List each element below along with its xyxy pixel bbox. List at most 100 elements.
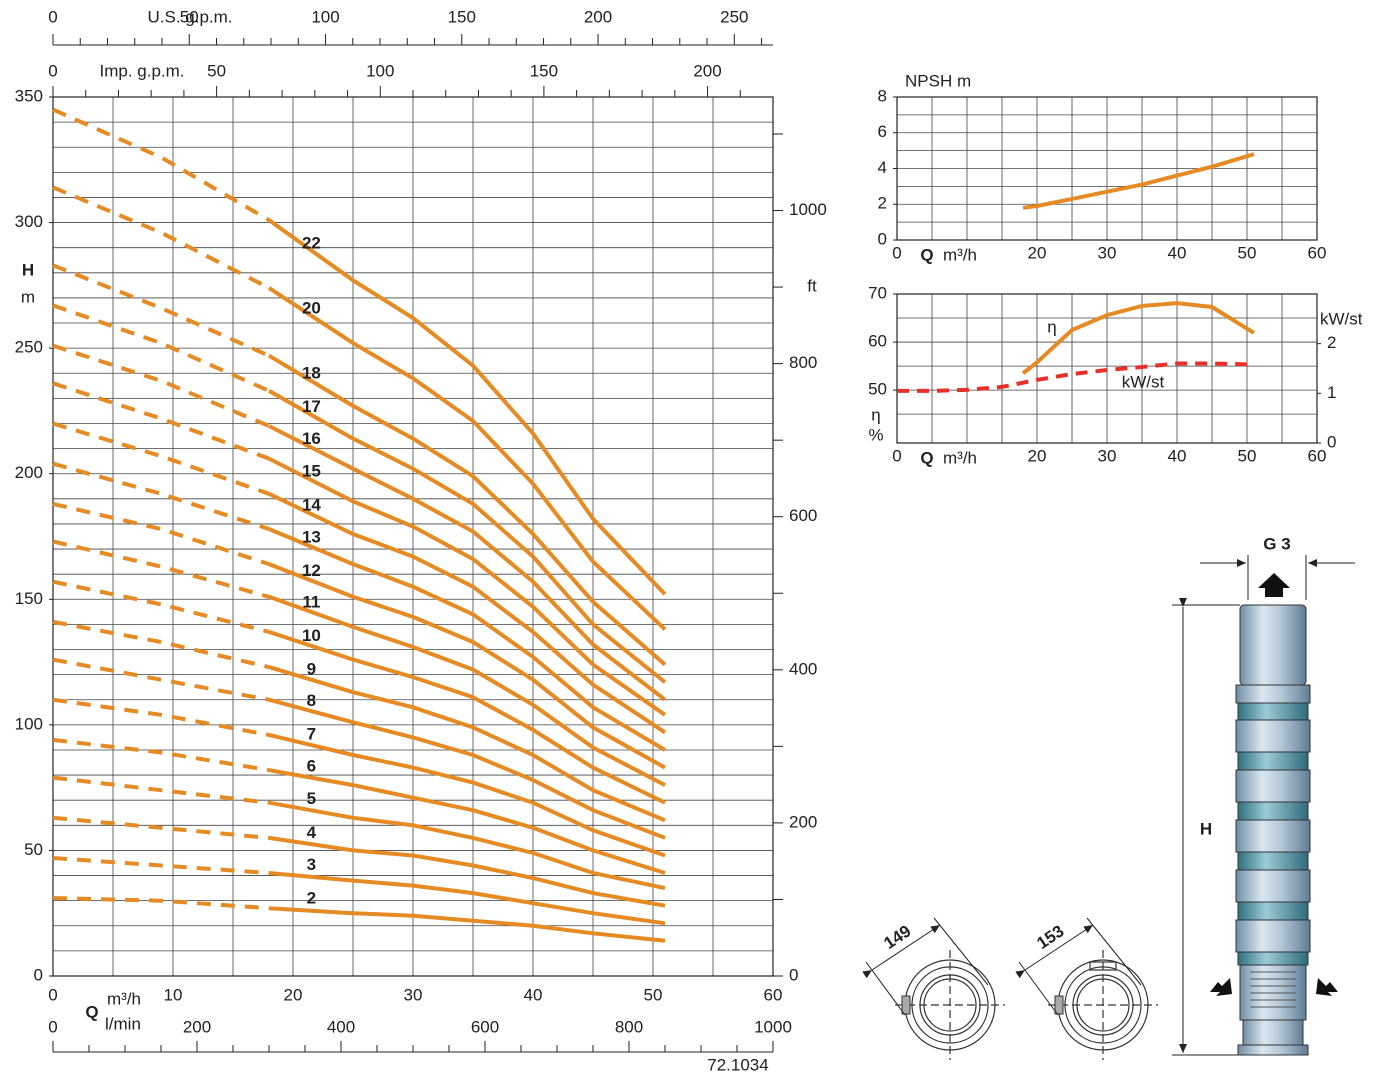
secondary-tick-label: 50 [180,7,199,26]
curve-extrapolated [52,381,270,461]
y-axis-label: NPSH m [905,71,971,90]
curve-label: 13 [302,528,321,547]
x-tick-label: 20 [1028,446,1047,465]
curve-label: 15 [302,462,321,481]
curve [268,697,666,840]
x-tick-label: 0 [48,985,57,1004]
curve [267,286,667,631]
curve-label: 10 [302,626,321,645]
curve [267,218,667,596]
curve-label: 17 [302,397,321,416]
secondary-tick-label: 200 [183,1017,211,1036]
curve [268,562,666,770]
y-tick-label: 50 [868,380,887,399]
curve [1022,152,1255,210]
secondary-tick-label: 400 [327,1017,355,1036]
secondary-tick-label: 200 [693,61,721,80]
x-tick-label: 50 [1238,446,1257,465]
pump-drawing: G 3 H 149 153 [862,534,1355,1060]
x-tick-label: 30 [1098,243,1117,262]
secondary-axis-label: Imp. g.p.m. [99,61,184,80]
diameter-label: 153 [1033,921,1067,953]
curve [268,424,667,702]
x-axis-label: Q [85,1002,98,1021]
x-tick-label: 20 [1028,243,1047,262]
secondary-tick-label: 200 [584,7,612,26]
curve-extrapolated [52,579,270,634]
x-axis-unit: m³/h [107,989,141,1008]
secondary-tick-label: 800 [615,1017,643,1036]
y2-tick-label: 800 [789,353,817,372]
curve-label: 6 [307,757,316,776]
curve-extrapolated [52,461,270,531]
secondary-tick-label: 600 [471,1017,499,1036]
curve-label: η [1047,317,1056,336]
x-tick-label: 40 [1168,446,1187,465]
curve-label: 16 [302,429,321,448]
y-tick-label: 4 [878,158,887,177]
x-axis-label: Q [920,448,933,467]
y2-axis-label: kW/st [1320,309,1363,328]
y2-tick-label: 0 [789,965,798,984]
y-axis-unit: m [21,287,35,306]
y-tick-label: 50 [24,840,43,859]
curve-extrapolated [52,343,270,428]
secondary-tick-label: 100 [311,7,339,26]
secondary-axis-label: l/min [105,1014,141,1033]
secondary-tick-label: 100 [366,61,394,80]
curve-label: 20 [302,299,321,318]
curve-label: kW/st [1122,372,1165,391]
curve [268,906,666,943]
y-tick-label: 0 [878,229,887,248]
curve-extrapolated [52,737,270,773]
y2-tick-label: 200 [789,812,817,831]
x-axis-unit: m³/h [943,448,977,467]
y2-tick-label: 600 [789,506,817,525]
y-axis-unit: % [868,425,883,444]
curve [268,527,667,752]
curve [268,665,666,823]
y2-tick-label: 1000 [789,200,827,219]
y-tick-label: 8 [878,86,887,105]
x-tick-label: 20 [284,985,303,1004]
y2-tick-label: 2 [1327,333,1336,352]
x-tick-label: 30 [1098,446,1117,465]
y2-tick-label: 0 [1327,432,1336,451]
secondary-tick-label: 0 [48,1017,57,1036]
curve-extrapolated [52,107,271,222]
curve [268,800,666,891]
x-axis-unit: m³/h [943,245,977,264]
curve-extrapolated [52,775,270,805]
x-tick-label: 0 [892,446,901,465]
curve [268,835,666,908]
y-tick-label: 200 [15,463,43,482]
curve-extrapolated [52,539,270,599]
curve-label: 22 [302,234,321,253]
x-tick-label: 0 [892,243,901,262]
curve [268,491,667,735]
curve [268,389,667,684]
curve-extrapolated [52,501,270,567]
y-axis-label: H [22,260,34,279]
curve-extrapolated [52,856,270,875]
x-tick-label: 50 [1238,243,1257,262]
x-tick-label: 30 [404,985,423,1004]
secondary-tick-label: 150 [530,61,558,80]
plot-frame [896,293,1318,444]
curve [268,456,667,717]
curve-label: 12 [302,561,321,580]
y2-axis-label: ft [807,276,817,295]
y-tick-label: 60 [868,332,887,351]
x-axis-label: Q [920,245,933,264]
secondary-tick-label: 250 [720,7,748,26]
curve-extrapolated [52,697,270,737]
curve-extrapolated [52,815,270,840]
curve-label: 14 [302,495,321,514]
curve [1021,301,1256,375]
curve-extrapolated [52,896,270,911]
y2-tick-label: 1 [1327,383,1336,402]
y-tick-label: 350 [15,86,43,105]
x-tick-label: 40 [524,985,543,1004]
curve [267,353,667,667]
